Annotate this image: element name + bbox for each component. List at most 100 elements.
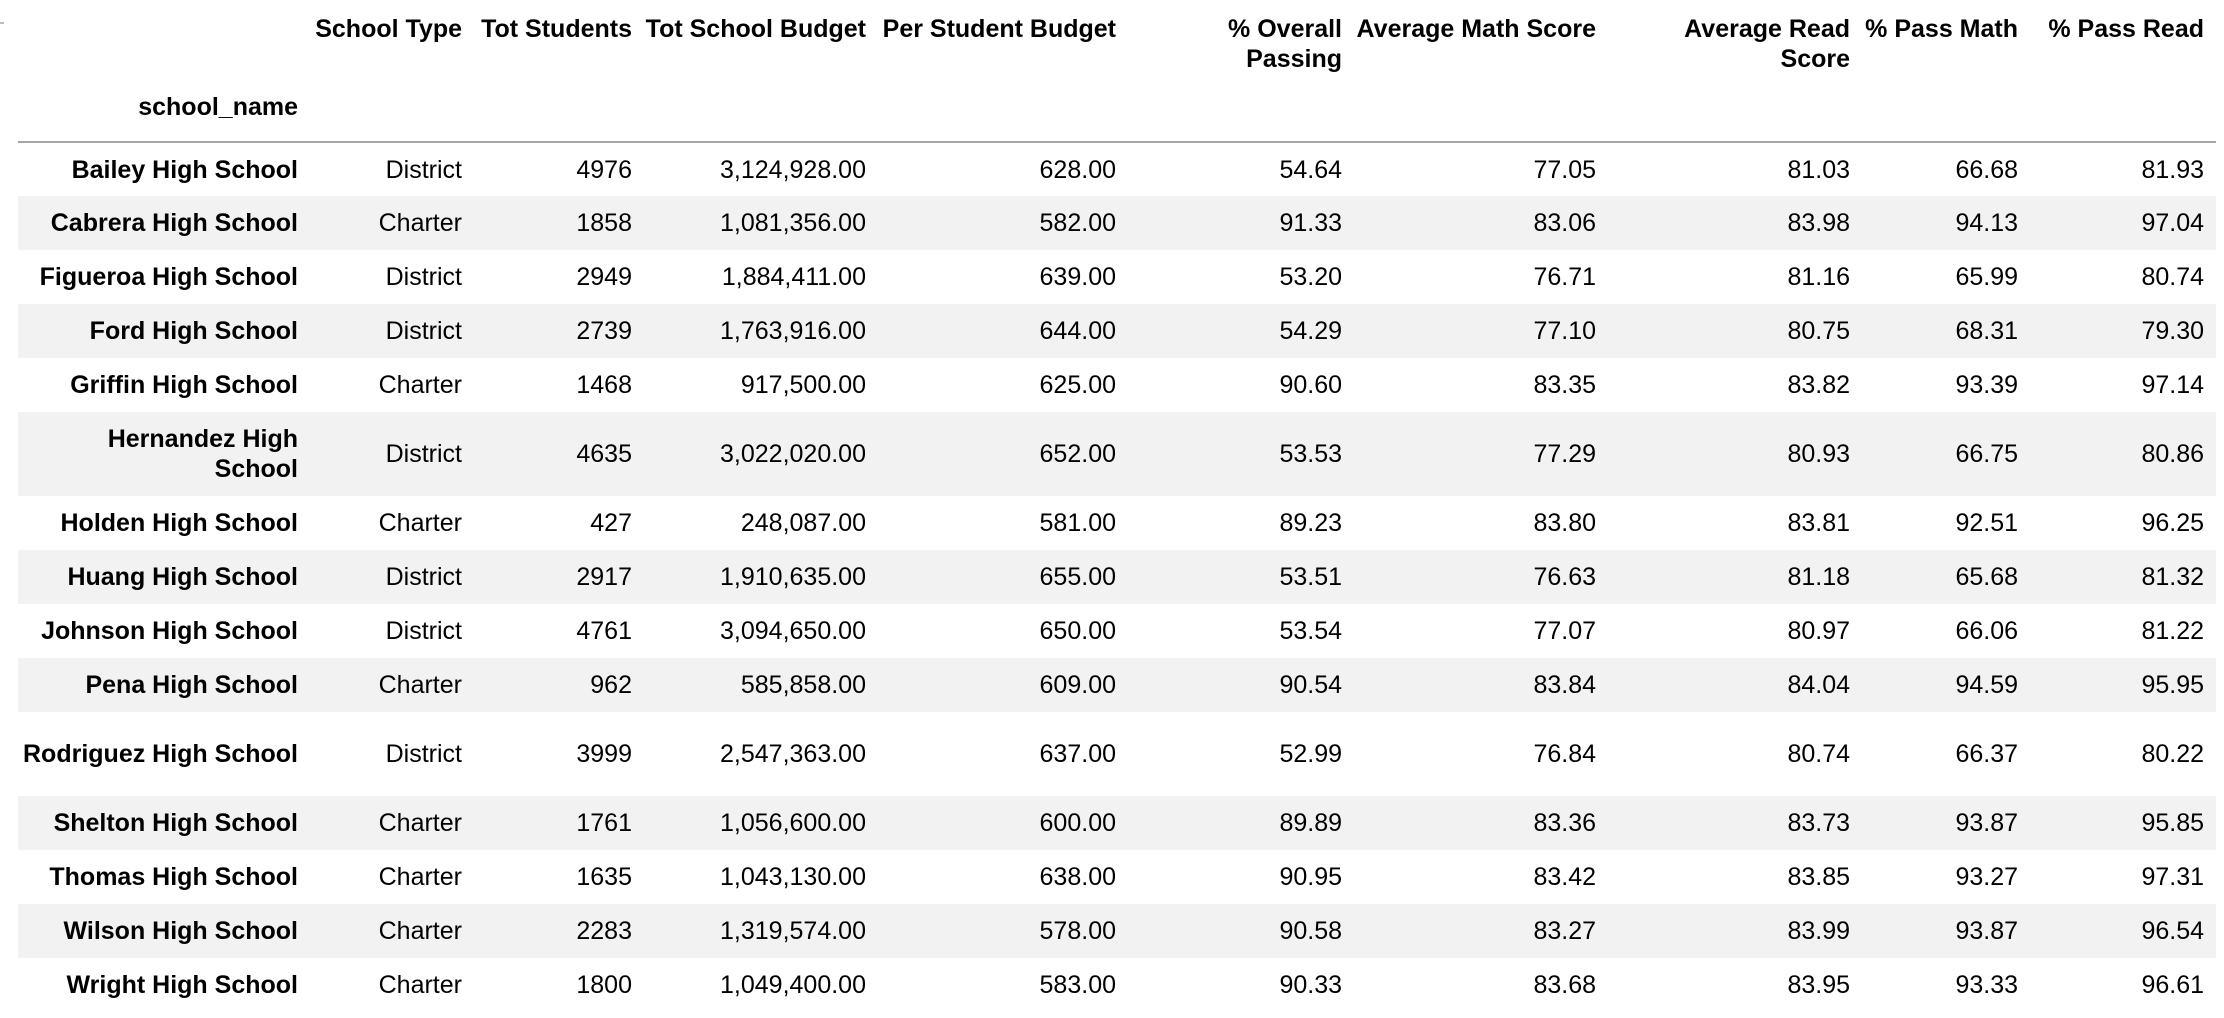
cell-pass-read: 80.74: [2141, 263, 2204, 291]
cell-average-read-score: 83.98: [1787, 209, 1850, 237]
table-row: Bailey High School District 4976 3,124,928.…: [18, 142, 2216, 196]
cell-per-student-budget: 655.00: [1039, 563, 1116, 591]
cell-average-read-score: 80.97: [1787, 617, 1850, 645]
index-name-header: school_name: [18, 80, 310, 143]
cell-average-read-score: 84.04: [1787, 671, 1850, 699]
cell-school-type: Charter: [378, 509, 462, 537]
cell-tot-school-budget: 1,056,600.00: [720, 809, 866, 837]
cell-tot-students: 1635: [576, 863, 632, 891]
cell-pass-math: 66.37: [1955, 740, 2018, 768]
table-row: Shelton High School Charter 1761 1,056,600.…: [18, 796, 2216, 850]
cell-pass-read: 81.32: [2141, 563, 2204, 591]
cell-pass-read: 81.22: [2141, 617, 2204, 645]
cell-average-read-score: 83.85: [1787, 863, 1850, 891]
row-school-name: Huang High School: [67, 563, 298, 591]
cell-pass-read: 96.61: [2141, 971, 2204, 999]
cell-tot-students: 2917: [576, 563, 632, 591]
column-header-overall-passing: % Overall Passing: [1228, 15, 1342, 73]
cell-overall-passing: 89.89: [1279, 809, 1342, 837]
cell-average-math-score: 83.35: [1533, 371, 1596, 399]
cell-tot-school-budget: 1,910,635.00: [720, 563, 866, 591]
column-header-average-read-score: Average Read Score: [1684, 15, 1850, 73]
cell-pass-math: 93.39: [1955, 371, 2018, 399]
cell-average-math-score: 76.63: [1533, 563, 1596, 591]
cell-pass-math: 93.87: [1955, 917, 2018, 945]
cell-overall-passing: 90.58: [1279, 917, 1342, 945]
cell-average-read-score: 81.16: [1787, 263, 1850, 291]
cell-per-student-budget: 581.00: [1039, 509, 1116, 537]
cell-overall-passing: 53.54: [1279, 617, 1342, 645]
cell-tot-students: 2739: [576, 317, 632, 345]
cell-overall-passing: 53.53: [1279, 440, 1342, 468]
column-header-school-type: School Type: [315, 15, 462, 43]
cell-tot-students: 2949: [576, 263, 632, 291]
cell-pass-math: 66.06: [1955, 617, 2018, 645]
cell-average-read-score: 80.74: [1787, 740, 1850, 768]
cell-tot-students: 1761: [576, 809, 632, 837]
school-summary-table: School Type Tot Students Tot School Budg…: [18, 0, 2216, 1012]
cell-average-math-score: 77.05: [1533, 155, 1596, 184]
cell-overall-passing: 89.23: [1279, 509, 1342, 537]
table-row: Johnson High School District 4761 3,094,650…: [18, 604, 2216, 658]
cell-school-type: District: [385, 617, 462, 645]
cell-average-read-score: 83.95: [1787, 971, 1850, 999]
cell-average-math-score: 83.27: [1533, 917, 1596, 945]
index-row-blank: [1862, 80, 2030, 143]
cell-pass-math: 93.27: [1955, 863, 2018, 891]
cell-average-read-score: 83.81: [1787, 509, 1850, 537]
dataframe-output: School Type Tot Students Tot School Budg…: [18, 0, 2216, 1012]
cell-overall-passing: 90.33: [1279, 971, 1342, 999]
row-school-name: Wright High School: [66, 971, 298, 999]
table-row: Griffin High School Charter 1468 917,500.00…: [18, 358, 2216, 412]
cell-pass-read: 79.30: [2141, 317, 2204, 345]
cell-tot-students: 3999: [576, 740, 632, 768]
cell-average-math-score: 83.42: [1533, 863, 1596, 891]
cell-pass-math: 93.87: [1955, 809, 2018, 837]
index-row-blank: [878, 80, 1128, 143]
cell-tot-students: 962: [590, 671, 632, 699]
cell-school-type: Charter: [378, 971, 462, 999]
cell-pass-read: 80.86: [2141, 440, 2204, 468]
cell-pass-read: 95.85: [2141, 809, 2204, 837]
cell-overall-passing: 90.60: [1279, 371, 1342, 399]
cell-pass-math: 94.59: [1955, 671, 2018, 699]
index-row-blank: [1128, 80, 1354, 143]
table-row: Huang High School District 2917 1,910,635.0…: [18, 550, 2216, 604]
index-row-blank: [310, 80, 474, 143]
cell-school-type: District: [385, 740, 462, 768]
table-body: Bailey High School District 4976 3,124,928.…: [18, 142, 2216, 1012]
column-header-per-student-budget: Per Student Budget: [882, 15, 1116, 43]
cell-school-type: District: [385, 155, 462, 184]
cell-tot-school-budget: 3,094,650.00: [720, 617, 866, 645]
row-school-name: Rodriguez High School: [23, 740, 298, 768]
cell-tot-students: 1800: [576, 971, 632, 999]
cell-overall-passing: 54.64: [1279, 155, 1342, 184]
table-row: Ford High School District 2739 1,763,916.00…: [18, 304, 2216, 358]
cell-tot-school-budget: 2,547,363.00: [720, 740, 866, 768]
index-header-row: school_name: [18, 80, 2216, 143]
index-row-blank: [1608, 80, 1862, 143]
table-row: Wright High School Charter 1800 1,049,400.0…: [18, 958, 2216, 1012]
cell-average-read-score: 83.99: [1787, 917, 1850, 945]
cell-tot-students: 4761: [576, 617, 632, 645]
table-row: Holden High School Charter 427 248,087.00 58…: [18, 496, 2216, 550]
cell-overall-passing: 90.95: [1279, 863, 1342, 891]
cell-pass-read: 80.22: [2141, 740, 2204, 768]
cell-school-type: Charter: [378, 371, 462, 399]
index-row-blank: [474, 80, 644, 143]
column-header-tot-students: Tot Students: [481, 15, 632, 43]
row-school-name: Hernandez High School: [107, 425, 298, 483]
cell-school-type: District: [385, 317, 462, 345]
cell-pass-read: 97.14: [2141, 371, 2204, 399]
cell-pass-read: 96.54: [2141, 917, 2204, 945]
cell-pass-math: 68.31: [1955, 317, 2018, 345]
cell-edge-marker: [0, 22, 4, 24]
cell-average-math-score: 83.36: [1533, 809, 1596, 837]
cell-tot-students: 4635: [576, 440, 632, 468]
cell-per-student-budget: 650.00: [1039, 617, 1116, 645]
table-header: School Type Tot Students Tot School Budg…: [18, 0, 2216, 143]
cell-pass-read: 81.93: [2141, 155, 2204, 184]
cell-tot-school-budget: 1,319,574.00: [720, 917, 866, 945]
table-row: Cabrera High School Charter 1858 1,081,356.…: [18, 196, 2216, 250]
cell-per-student-budget: 609.00: [1039, 671, 1116, 699]
